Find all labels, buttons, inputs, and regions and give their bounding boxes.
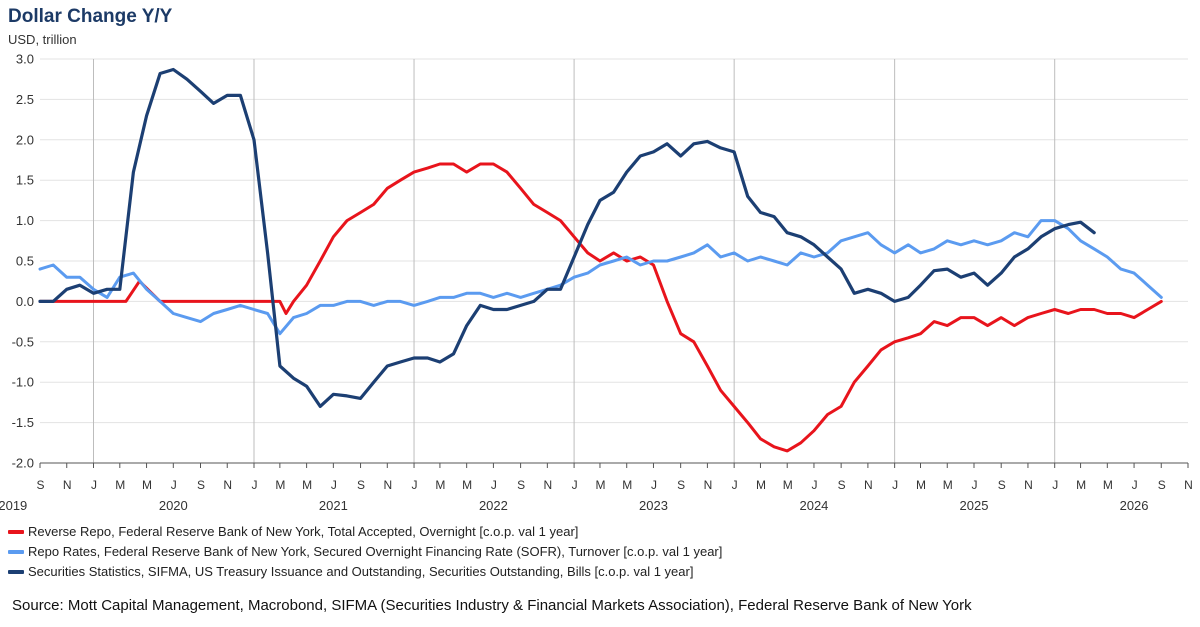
chart-plot: 3.02.52.01.51.00.50.0-0.5-1.0-1.5-2.0S N J… — [0, 52, 1193, 514]
y-tick-label: -2.0 — [12, 456, 34, 471]
year-label: 2025 — [960, 498, 989, 513]
month-tick-label: S — [197, 478, 205, 492]
month-tick-label: N — [1184, 478, 1193, 492]
year-label: 2026 — [1120, 498, 1149, 513]
month-tick-label: M — [943, 478, 953, 492]
legend-item-bills: Securities Statistics, SIFMA, US Treasur… — [8, 562, 722, 582]
series-lines — [38, 67, 1163, 453]
month-tick-label: M — [115, 478, 125, 492]
month-tick-label: J — [251, 478, 257, 492]
month-tick-label: N — [1024, 478, 1033, 492]
month-tick-label: M — [595, 478, 605, 492]
month-tick-label: J — [572, 478, 578, 492]
month-tick-label: M — [783, 478, 793, 492]
month-tick-label: J — [732, 478, 738, 492]
series-line-1 — [38, 219, 1163, 336]
chart-title: Dollar Change Y/Y — [8, 6, 173, 27]
month-tick-label: M — [916, 478, 926, 492]
month-tick-label: M — [435, 478, 445, 492]
month-tick-label: J — [651, 478, 657, 492]
source-note: Source: Mott Capital Management, Macrobo… — [12, 597, 972, 614]
month-tick-label: M — [756, 478, 766, 492]
y-tick-label: 2.5 — [16, 92, 34, 107]
month-tick-label: J — [491, 478, 497, 492]
month-tick-label: M — [622, 478, 632, 492]
month-tick-label: S — [36, 478, 44, 492]
month-tick-label: N — [63, 478, 72, 492]
legend-label-reverse-repo: Reverse Repo, Federal Reserve Bank of Ne… — [28, 524, 579, 539]
month-tick-label: M — [1076, 478, 1086, 492]
axes: 3.02.52.01.51.00.50.0-0.5-1.0-1.5-2.0S N J… — [0, 52, 1193, 514]
month-tick-label: S — [838, 478, 846, 492]
y-tick-label: 1.5 — [16, 173, 34, 188]
series-line-0 — [38, 162, 1163, 453]
y-tick-label: -1.0 — [12, 375, 34, 390]
month-tick-label: J — [171, 478, 177, 492]
month-tick-label: J — [91, 478, 97, 492]
year-label: 2023 — [639, 498, 668, 513]
month-tick-label: J — [412, 478, 418, 492]
y-axis-unit: USD, trillion — [8, 32, 77, 47]
legend-item-sofr: Repo Rates, Federal Reserve Bank of New … — [8, 542, 722, 562]
month-tick-label: N — [383, 478, 392, 492]
month-tick-label: J — [892, 478, 898, 492]
legend-swatch-bills — [8, 570, 24, 574]
legend-label-bills: Securities Statistics, SIFMA, US Treasur… — [28, 564, 694, 579]
month-tick-label: M — [1103, 478, 1113, 492]
month-tick-label: M — [462, 478, 472, 492]
year-label: 2024 — [799, 498, 828, 513]
legend-swatch-reverse-repo — [8, 530, 24, 534]
month-tick-label: S — [517, 478, 525, 492]
legend-label-sofr: Repo Rates, Federal Reserve Bank of New … — [28, 544, 723, 559]
month-tick-label: S — [357, 478, 365, 492]
y-tick-label: 3.0 — [16, 52, 34, 67]
month-tick-label: S — [1158, 478, 1166, 492]
month-tick-label: J — [331, 478, 337, 492]
month-tick-label: N — [544, 478, 553, 492]
month-tick-label: M — [275, 478, 285, 492]
year-label: 2022 — [479, 498, 508, 513]
month-tick-label: S — [677, 478, 685, 492]
y-tick-label: 0.0 — [16, 294, 34, 309]
month-tick-label: J — [1132, 478, 1138, 492]
month-tick-label: M — [302, 478, 312, 492]
legend-swatch-sofr — [8, 550, 24, 554]
month-tick-label: N — [704, 478, 713, 492]
month-tick-label: J — [972, 478, 978, 492]
legend: Reverse Repo, Federal Reserve Bank of Ne… — [8, 522, 722, 582]
y-tick-label: -1.5 — [12, 415, 34, 430]
month-tick-label: S — [998, 478, 1006, 492]
y-tick-label: -0.5 — [12, 334, 34, 349]
legend-item-reverse-repo: Reverse Repo, Federal Reserve Bank of Ne… — [8, 522, 722, 542]
month-tick-label: M — [142, 478, 152, 492]
y-tick-label: 1.0 — [16, 213, 34, 228]
year-label: 2020 — [159, 498, 188, 513]
month-tick-label: J — [1052, 478, 1058, 492]
month-tick-label: J — [811, 478, 817, 492]
year-label: 2019 — [0, 498, 27, 513]
month-tick-label: N — [864, 478, 873, 492]
month-tick-label: N — [223, 478, 232, 492]
y-tick-label: 0.5 — [16, 254, 34, 269]
y-tick-label: 2.0 — [16, 132, 34, 147]
year-label: 2021 — [319, 498, 348, 513]
series-line-2 — [38, 67, 1096, 408]
